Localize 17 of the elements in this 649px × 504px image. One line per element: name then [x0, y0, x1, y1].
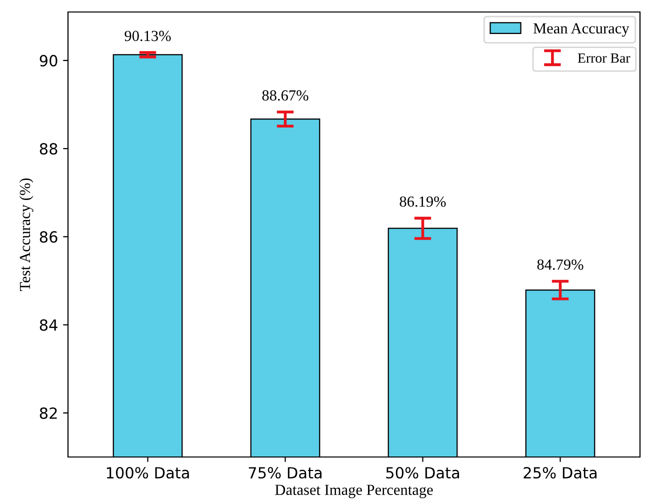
y-tick-label: 90 — [40, 54, 58, 66]
data-label: 88.67% — [262, 90, 308, 101]
x-tick-label: 75% Data — [248, 466, 322, 479]
x-tick-label: 25% Data — [524, 466, 597, 479]
data-label: 90.13% — [124, 30, 171, 42]
data-label: 86.19% — [400, 196, 446, 207]
data-label: 84.79% — [537, 259, 584, 270]
x-axis-title: Dataset Image Percentage — [275, 484, 433, 498]
y-tick-label: 86 — [40, 231, 58, 243]
y-axis-title: Test Accuracy (%) — [19, 178, 34, 291]
y-tick-label: 82 — [40, 407, 57, 419]
annotation: Error Bar — [578, 54, 630, 63]
y-tick-label: 88 — [40, 143, 58, 155]
y-tick-label: 84 — [40, 319, 58, 331]
x-tick-label: 50% Data — [386, 466, 460, 479]
x-tick-label: 100% Data — [106, 466, 189, 479]
legend-label: Mean Accuracy — [533, 23, 630, 37]
